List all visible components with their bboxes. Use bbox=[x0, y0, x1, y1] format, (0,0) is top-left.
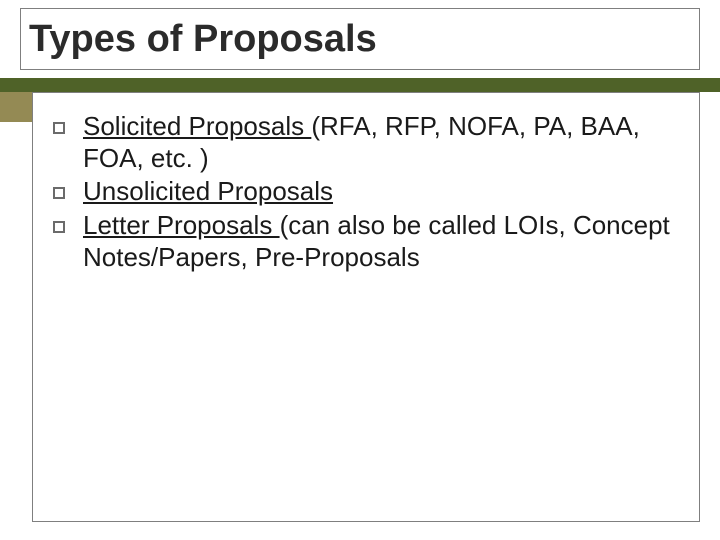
square-bullet-icon bbox=[53, 187, 65, 199]
bullet-text: Unsolicited Proposals bbox=[83, 176, 333, 208]
bullet-lead: Unsolicited Proposals bbox=[83, 176, 333, 206]
bullet-text: Solicited Proposals (RFA, RFP, NOFA, PA,… bbox=[83, 111, 677, 174]
slide-title: Types of Proposals bbox=[29, 18, 377, 61]
bullet-lead: Letter Proposals bbox=[83, 210, 280, 240]
bullet-lead: Solicited Proposals bbox=[83, 111, 311, 141]
title-box: Types of Proposals bbox=[20, 8, 700, 70]
accent-band bbox=[0, 78, 720, 92]
accent-chip bbox=[0, 92, 32, 122]
content-box: Solicited Proposals (RFA, RFP, NOFA, PA,… bbox=[32, 92, 700, 522]
list-item: Unsolicited Proposals bbox=[53, 176, 677, 208]
bullet-text: Letter Proposals (can also be called LOI… bbox=[83, 210, 677, 273]
list-item: Letter Proposals (can also be called LOI… bbox=[53, 210, 677, 273]
square-bullet-icon bbox=[53, 122, 65, 134]
list-item: Solicited Proposals (RFA, RFP, NOFA, PA,… bbox=[53, 111, 677, 174]
square-bullet-icon bbox=[53, 221, 65, 233]
slide: Types of Proposals Solicited Proposals (… bbox=[0, 0, 720, 540]
